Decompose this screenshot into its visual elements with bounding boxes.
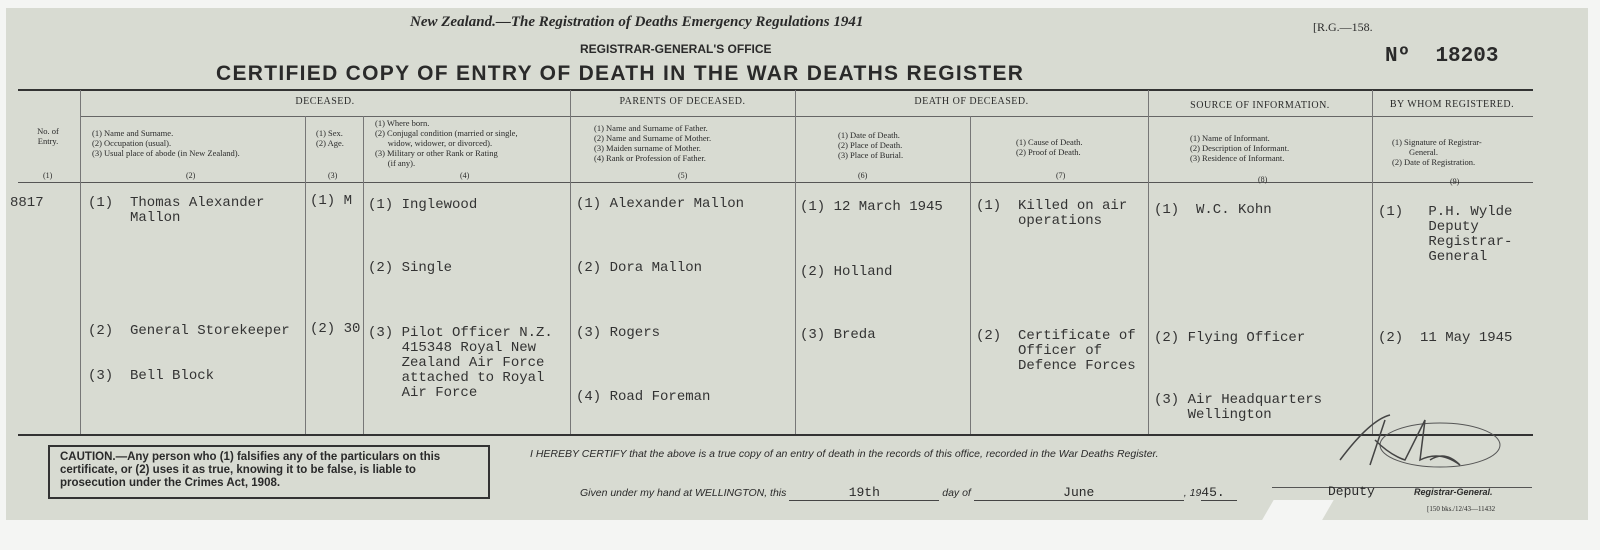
given-line: Given under my hand at WELLINGTON, this … — [580, 485, 1238, 501]
name-value: (1) Thomas Alexander Mallon — [88, 195, 265, 226]
date-of-death-value: (1) 12 March 1945 — [800, 199, 943, 215]
abode-value: (3) Bell Block — [88, 368, 215, 384]
column-number: (4) — [460, 171, 470, 180]
month-value: June — [973, 485, 1184, 501]
column-number: (1) — [43, 171, 53, 180]
group-deceased: DECEASED. — [295, 96, 355, 107]
age-value: (2) 30 — [310, 321, 361, 337]
form-code: [R.G.—158. — [1313, 20, 1373, 34]
column-number: (6) — [858, 171, 868, 180]
column-header-3: (1) Sex. (2) Age. — [316, 128, 344, 148]
office-title: REGISTRAR-GENERAL'S OFFICE — [580, 42, 772, 56]
act-title: New Zealand.—The Registration of Deaths … — [410, 14, 864, 30]
burial-value: (3) Breda — [800, 327, 876, 343]
column-number: (2) — [186, 171, 196, 180]
column-header-6: (1) Date of Death. (2) Place of Death. (… — [838, 130, 904, 160]
group-parents: PARENTS OF DECEASED. — [619, 96, 746, 107]
column-header-9: (1) Signature of Registrar- General. (2)… — [1392, 137, 1482, 167]
column-number: (7) — [1056, 171, 1066, 180]
column-header-2: (1) Name and Surname. (2) Occupation (us… — [92, 128, 240, 158]
year-value: 45. — [1201, 485, 1238, 501]
cause-value: (1) Killed on air operations — [976, 198, 1128, 229]
registrar-general-label: Registrar-General. — [1414, 487, 1493, 497]
group-source: SOURCE OF INFORMATION. — [1190, 100, 1330, 111]
column-number: (3) — [328, 171, 338, 180]
rank-value: (3) Pilot Officer N.Z. 415348 Royal New … — [368, 325, 553, 401]
maiden-name-value: (3) Rogers — [576, 325, 661, 341]
informant-description-value: (2) Flying Officer — [1154, 330, 1306, 346]
informant-residence-value: (3) Air Headquarters Wellington — [1154, 392, 1323, 423]
print-code: [150 bks./12/43—11432 — [1427, 505, 1496, 513]
registration-date-value: (2) 11 May 1945 — [1378, 330, 1513, 346]
registrar-value: (1) P.H. Wylde Deputy Registrar- General — [1378, 204, 1513, 265]
column-number: (8) — [1258, 175, 1268, 184]
year-prefix: , 19 — [1183, 487, 1202, 499]
father-profession-value: (4) Road Foreman — [576, 389, 711, 405]
caution-notice: CAUTION.—Any person who (1) falsifies an… — [48, 445, 490, 499]
number-label: Nº — [1385, 45, 1411, 68]
entry-number: 8817 — [10, 195, 44, 211]
column-header-5: (1) Name and Surname of Father. (2) Name… — [594, 123, 712, 163]
column-header-1: No. of Entry. — [37, 126, 61, 146]
sex-value: (1) M — [310, 193, 353, 209]
group-registered: BY WHOM REGISTERED. — [1389, 99, 1515, 110]
conjugal-value: (2) Single — [368, 260, 453, 276]
group-death: DEATH OF DECEASED. — [914, 96, 1029, 107]
column-number: (9) — [1450, 177, 1460, 186]
birthplace-value: (1) Inglewood — [368, 197, 478, 213]
day-of-label: day of — [942, 487, 971, 499]
column-number: (5) — [678, 171, 688, 180]
day-value: 19th — [789, 485, 940, 501]
place-of-death-value: (2) Holland — [800, 264, 893, 280]
certify-statement: I HEREBY CERTIFY that the above is a tru… — [530, 448, 1159, 460]
informant-value: (1) W.C. Kohn — [1154, 202, 1272, 218]
father-value: (1) Alexander Mallon — [576, 196, 745, 212]
document-title: CERTIFIED COPY OF ENTRY OF DEATH IN THE … — [216, 62, 1025, 85]
column-header-7: (1) Cause of Death. (2) Proof of Death. — [1016, 137, 1083, 157]
deputy-label: Deputy — [1328, 484, 1375, 499]
certificate-number: Nº 18203 — [1385, 45, 1498, 68]
given-label: Given under my hand at WELLINGTON, this — [580, 487, 787, 499]
proof-value: (2) Certificate of Officer of Defence Fo… — [976, 328, 1136, 374]
number-value: 18203 — [1435, 45, 1499, 68]
column-header-4: (1) Where born. (2) Conjugal condition (… — [375, 118, 518, 168]
occupation-value: (2) General Storekeeper — [88, 323, 290, 339]
signature — [1339, 414, 1501, 468]
column-header-8: (1) Name of Informant. (2) Description o… — [1190, 133, 1290, 163]
mother-value: (2) Dora Mallon — [576, 260, 703, 276]
